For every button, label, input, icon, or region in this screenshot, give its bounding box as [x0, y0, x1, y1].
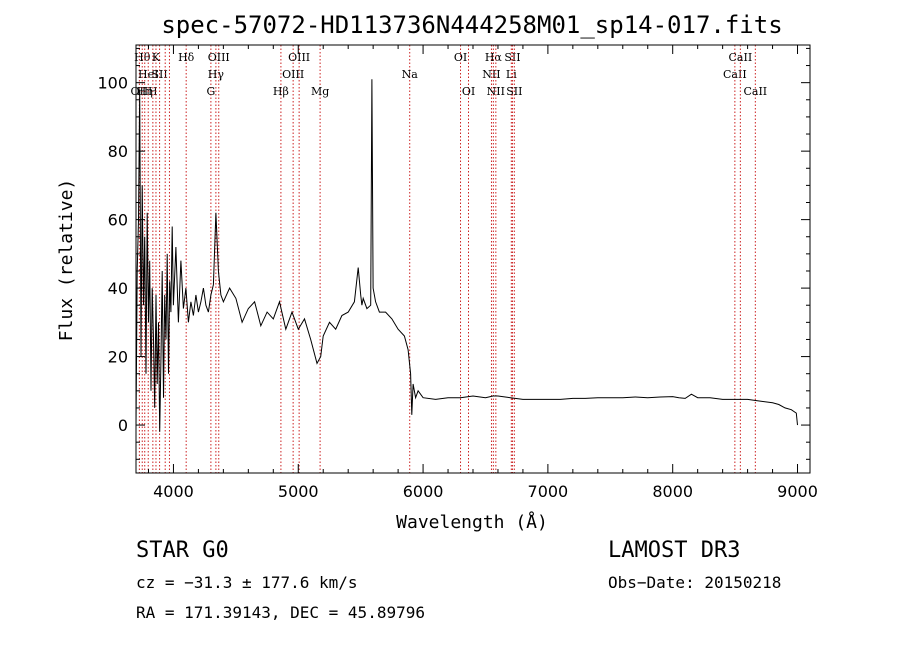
line-marker-label-2: Hη — [137, 85, 153, 98]
y-tick-label: 60 — [108, 211, 128, 230]
line-marker-label-12: OIII — [208, 51, 230, 64]
x-tick-label: 9000 — [777, 482, 818, 501]
line-marker-label-25: SII — [506, 85, 522, 98]
x-tick-label: 5000 — [278, 482, 319, 501]
line-marker-label-9: Hδ — [178, 51, 195, 64]
y-tick-label: 0 — [118, 416, 128, 435]
survey-text: LAMOST DR3 — [608, 538, 741, 563]
line-marker-label-17: Na — [402, 68, 419, 81]
x-tick-label: 6000 — [403, 482, 444, 501]
line-marker-label-13: Hβ — [273, 85, 289, 98]
line-marker-label-10: G — [206, 85, 215, 98]
obs-date-text: Obs−Date: 20150218 — [608, 573, 782, 592]
x-tick-label: 7000 — [528, 482, 569, 501]
x-tick-label: 8000 — [652, 482, 693, 501]
x-tick-label: 4000 — [153, 482, 194, 501]
line-marker-label-20: NII — [482, 68, 500, 81]
line-markers: OIIHθHηHeIHKSIIHδGHγOIIIHβOIIIOIIIMgNaOI… — [131, 45, 767, 473]
line-marker-label-1: Hθ — [134, 51, 151, 64]
line-marker-label-22: NII — [487, 85, 505, 98]
line-marker-label-4: H — [148, 85, 158, 98]
line-marker-label-15: OIII — [288, 51, 310, 64]
line-marker-label-21: Hα — [485, 51, 503, 64]
line-marker-label-6: SII — [151, 68, 167, 81]
line-marker-label-26: CaII — [723, 68, 747, 81]
line-marker-label-18: OI — [454, 51, 467, 64]
y-tick-label: 80 — [108, 142, 128, 161]
radec-text: RA = 171.39143, DEC = 45.89796 — [136, 603, 425, 622]
line-marker-label-24: SII — [504, 51, 520, 64]
line-marker-label-28: CaII — [743, 85, 767, 98]
chart-title: spec-57072-HD113736N444258M01_sp14-017.f… — [161, 11, 782, 39]
line-marker-label-23: Li — [506, 68, 517, 81]
y-axis-label: Flux (relative) — [56, 179, 77, 342]
plot-frame — [135, 44, 811, 474]
line-marker-label-27: CaII — [729, 51, 753, 64]
y-tick-label: 100 — [97, 74, 128, 93]
line-marker-label-5: K — [152, 51, 161, 64]
line-marker-label-19: OI — [462, 85, 475, 98]
line-marker-label-16: Mg — [311, 85, 329, 98]
line-marker-label-11: Hγ — [208, 68, 225, 81]
x-axis-label: Wavelength (Å) — [396, 511, 548, 533]
x-axis-ticks: 4000 5000 6000 7000 8000 9000 — [147, 45, 818, 501]
y-tick-label: 40 — [108, 279, 128, 298]
y-axis-ticks: 0 20 40 60 80 100 — [97, 47, 810, 460]
spectrum-line-series — [135, 79, 798, 432]
redshift-text: cz = −31.3 ± 177.6 km/s — [136, 573, 358, 592]
y-tick-label: 20 — [108, 348, 128, 367]
classification-text: STAR G0 — [136, 538, 229, 563]
line-marker-label-14: OIII — [282, 68, 304, 81]
